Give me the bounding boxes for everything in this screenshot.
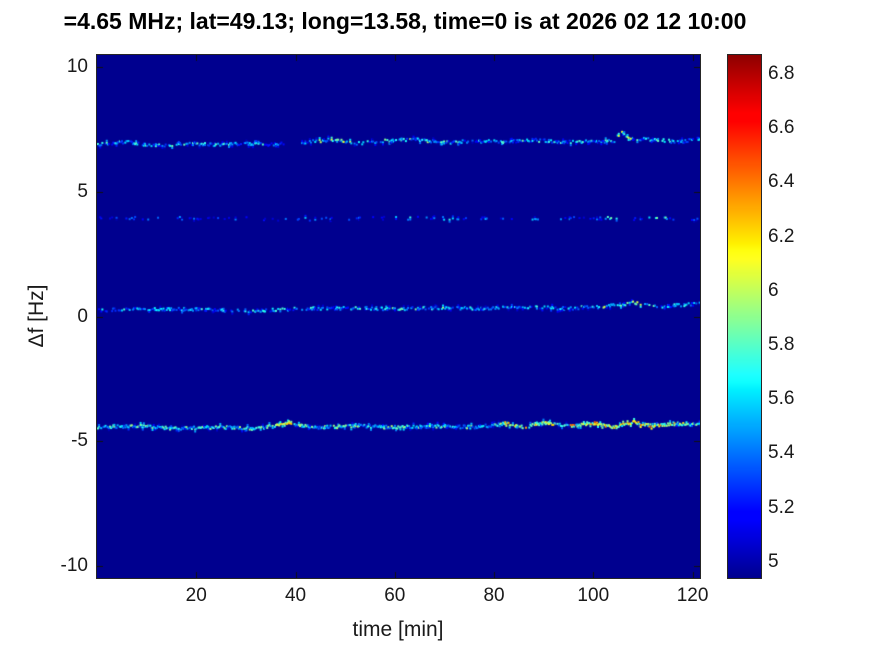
colorbar-tick-label: 5.2 — [768, 496, 795, 518]
colorbar — [727, 54, 762, 579]
colorbar-tick-label: 6.6 — [768, 117, 795, 139]
colorbar-tick-label: 5.8 — [768, 333, 795, 355]
colorbar-tick-label: 6 — [768, 279, 779, 301]
x-tick-label: 80 — [483, 585, 505, 606]
colorbar-tick-label: 5.4 — [768, 442, 795, 464]
colorbar-tick-label: 5 — [768, 550, 779, 572]
x-tick-label: 20 — [185, 585, 207, 606]
heatmap-canvas — [97, 55, 700, 578]
x-axis-label: time [min] — [352, 618, 444, 641]
y-tick-label: -5 — [71, 430, 88, 452]
x-tick-label: 120 — [676, 585, 709, 606]
chart-title: =4.65 MHz; lat=49.13; long=13.58, time=0… — [63, 8, 747, 34]
y-tick-label: 10 — [66, 56, 88, 78]
colorbar-canvas — [728, 55, 761, 578]
y-tick-label: -10 — [60, 554, 88, 576]
plot-area — [96, 54, 701, 579]
colorbar-tick-label: 6.2 — [768, 225, 795, 247]
y-tick-label: 5 — [77, 180, 88, 202]
colorbar-tick-label: 6.8 — [768, 62, 795, 84]
colorbar-tick-label: 5.6 — [768, 388, 795, 410]
colorbar-tick-label: 6.4 — [768, 171, 795, 193]
x-tick-label: 40 — [284, 585, 307, 606]
x-tick-label: 60 — [384, 585, 406, 606]
y-tick-label: 0 — [77, 305, 88, 327]
x-tick-label: 100 — [577, 585, 610, 606]
